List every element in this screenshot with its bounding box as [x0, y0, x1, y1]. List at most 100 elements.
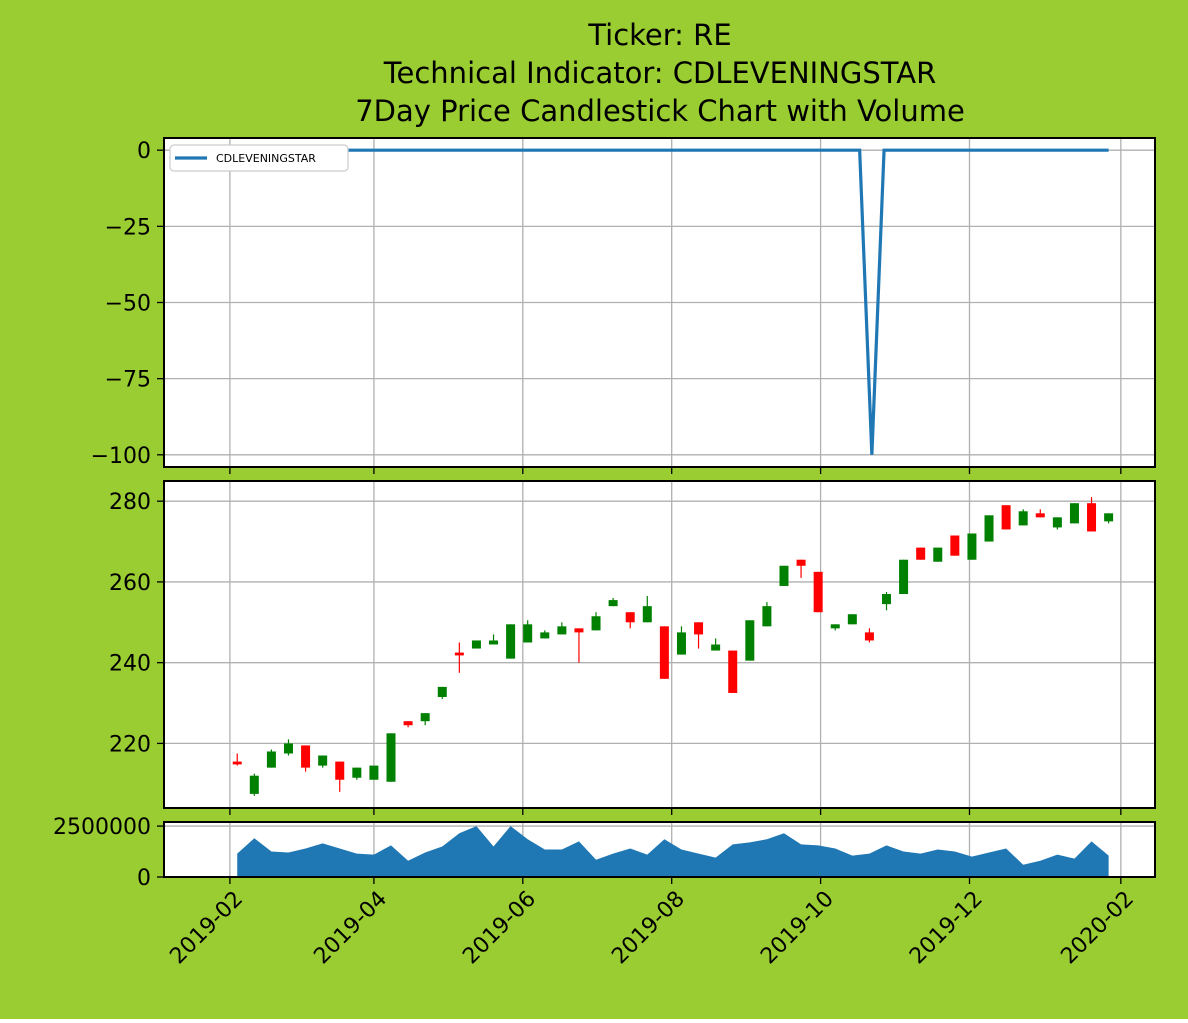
title-line-3: 7Day Price Candlestick Chart with Volume — [355, 94, 965, 128]
candle — [471, 640, 481, 649]
candle — [1052, 517, 1062, 530]
volume-ytick-label: 0 — [137, 866, 151, 891]
candle — [728, 650, 738, 693]
candle-body — [847, 614, 857, 625]
candle — [403, 721, 413, 728]
candle-body — [882, 594, 892, 605]
candle — [882, 592, 892, 611]
candle-body — [506, 624, 516, 659]
candle — [967, 533, 977, 560]
candle-body — [676, 632, 686, 655]
candle-body — [1104, 513, 1114, 522]
candle-body — [403, 721, 413, 726]
candle — [266, 749, 276, 768]
legend-label: CDLEVENINGSTAR — [216, 152, 316, 165]
candle — [591, 612, 601, 631]
candle — [711, 638, 721, 651]
candle-body — [369, 765, 379, 780]
candle-body — [386, 733, 396, 782]
volume-area — [237, 826, 1109, 877]
candle-body — [454, 652, 464, 656]
candle-body — [659, 626, 669, 679]
candle — [950, 535, 960, 556]
volume-frame — [163, 821, 1156, 878]
candle-body — [1069, 503, 1079, 524]
indicator-panel: 0 −25 −50 −75 −100 CDLEVENINGSTAR — [91, 137, 1156, 474]
candle — [318, 755, 328, 768]
candle — [489, 634, 499, 645]
indicator-series-line — [237, 148, 1109, 455]
candle — [1018, 509, 1028, 526]
candle — [283, 739, 293, 756]
price-ytick-label: 280 — [109, 490, 151, 515]
candle-body — [779, 565, 789, 586]
candle-body — [967, 533, 977, 560]
candle-body — [1035, 513, 1045, 518]
candle-body — [813, 571, 823, 613]
candle-body — [471, 640, 481, 649]
title-line-2: Technical Indicator: CDLEVENINGSTAR — [383, 56, 937, 90]
candle-body — [916, 547, 926, 560]
candle-body — [266, 751, 276, 768]
candle-body — [335, 761, 345, 780]
candle-body — [728, 650, 738, 693]
candle — [796, 559, 806, 578]
candle-body — [420, 713, 430, 722]
candle-body — [318, 755, 328, 766]
candle-body — [1087, 503, 1097, 532]
candle — [984, 515, 994, 542]
candle-body — [232, 761, 242, 765]
candle — [933, 547, 943, 562]
candle — [369, 765, 379, 780]
candle — [540, 630, 550, 639]
candle-body — [984, 515, 994, 542]
candle-body — [437, 686, 447, 697]
candle-body — [352, 767, 362, 778]
candle — [1104, 513, 1114, 524]
candle — [506, 624, 516, 659]
candle-body — [711, 644, 721, 651]
candle — [625, 612, 635, 629]
candle — [249, 773, 259, 796]
candle-body — [796, 559, 806, 566]
candle — [847, 614, 857, 625]
candle-body — [933, 547, 943, 562]
candle — [523, 620, 533, 643]
price-frame — [163, 480, 1156, 809]
indicator-ytick-label: 0 — [137, 139, 151, 164]
candle-body — [899, 559, 909, 595]
indicator-frame — [163, 137, 1156, 468]
candle-body — [591, 616, 601, 631]
candle-body — [1052, 517, 1062, 528]
candle — [1069, 503, 1079, 524]
candle — [557, 622, 567, 635]
indicator-ytick-label: −100 — [91, 444, 151, 469]
title-line-1: Ticker: RE — [587, 18, 731, 52]
candle — [864, 628, 874, 643]
candle — [420, 713, 430, 726]
candle-body — [283, 743, 293, 754]
candle-body — [745, 620, 755, 661]
candle-body — [694, 622, 704, 635]
candle — [232, 753, 242, 766]
candle — [899, 559, 909, 595]
candle-body — [301, 745, 311, 768]
candle — [830, 624, 840, 631]
candle — [813, 571, 823, 613]
indicator-legend: CDLEVENINGSTAR — [169, 144, 349, 172]
candle — [676, 626, 686, 655]
indicator-ytick-label: −75 — [105, 368, 151, 393]
candle — [745, 620, 755, 661]
candle — [301, 745, 311, 772]
candle-body — [642, 606, 652, 623]
candle — [916, 547, 926, 560]
price-plot-area — [164, 481, 1155, 808]
legend-box — [169, 144, 349, 172]
figure-title: Ticker: RE Technical Indicator: CDLEVENI… — [355, 18, 965, 128]
indicator-ytick-label: −25 — [105, 215, 151, 240]
candle — [608, 598, 618, 607]
candle-body — [608, 600, 618, 607]
price-panel: 220 240 260 280 — [109, 480, 1156, 815]
